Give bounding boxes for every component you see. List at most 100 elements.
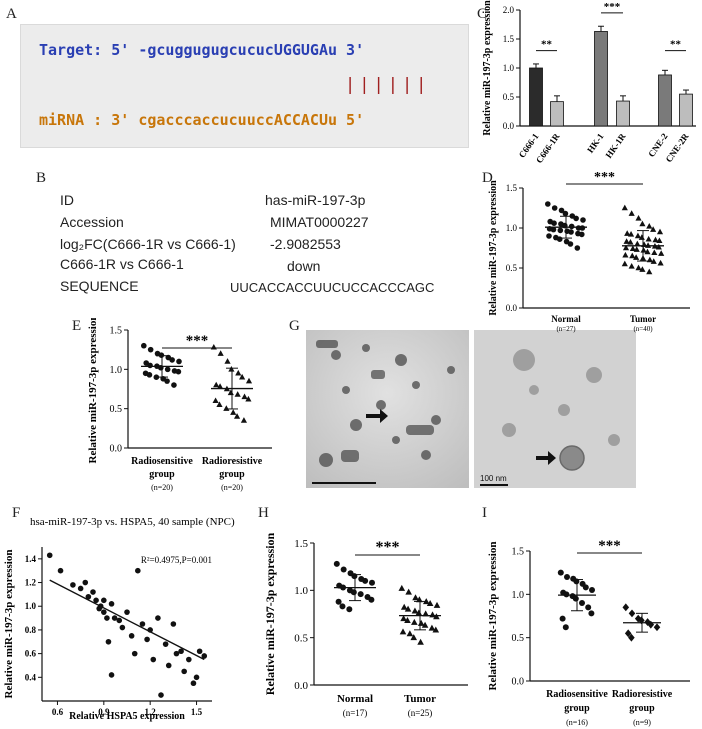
data-point (340, 566, 347, 573)
data-point (216, 383, 224, 389)
row-value: down (287, 258, 321, 274)
y-axis-label: Relative miR-197-3p expression (482, 0, 493, 136)
data-point (639, 220, 646, 227)
data-point (77, 585, 84, 592)
significance-label: ** (670, 39, 682, 51)
tem-left-graphic (306, 330, 469, 488)
y-tick-label: 1.0 (110, 365, 123, 376)
x-count-label: (n=20) (151, 483, 173, 492)
data-point (400, 615, 407, 622)
significance-label: *** (594, 170, 615, 185)
data-point (629, 245, 636, 252)
data-point (634, 232, 642, 239)
data-point (410, 634, 418, 641)
target-line: Target: 5' -gcuggugugcucucUGGUGAu 3' (39, 41, 364, 59)
significance-label: *** (598, 538, 621, 554)
x-tick-label: Radioresistive (612, 689, 673, 700)
data-point (399, 628, 407, 635)
data-point (139, 621, 146, 627)
data-point (621, 260, 628, 267)
chart-title: EXOSOME (576, 505, 644, 509)
data-point (656, 228, 664, 235)
regression-line (49, 579, 205, 661)
scale-bar (312, 482, 376, 484)
data-point (111, 615, 118, 621)
data-point (176, 358, 182, 365)
scale-label-right: 100 nm (480, 474, 507, 483)
data-point (147, 346, 154, 353)
row-value: has-miR-197-3p (265, 192, 366, 208)
data-point (173, 650, 180, 657)
bar (529, 67, 543, 127)
row-value: UUCACCACCUUCUCCACCCAGC (230, 280, 435, 295)
data-point (622, 244, 630, 251)
data-point (568, 223, 575, 230)
data-point (562, 210, 569, 217)
data-point (558, 207, 565, 214)
y-tick-label: 0.5 (503, 92, 515, 102)
data-point (235, 369, 242, 376)
y-tick-label: 1.5 (503, 34, 515, 44)
panel-a-alignment: Target: 5' -gcuggugugcucucUGGUGAu 3' |||… (20, 24, 469, 148)
data-point (657, 259, 664, 266)
data-point (622, 251, 629, 258)
data-point (339, 603, 346, 610)
panel-label-b: B (36, 170, 47, 186)
data-point (141, 342, 147, 349)
x-axis-label: Relative HSPA5 expression (69, 711, 185, 722)
data-point (335, 598, 342, 605)
tem-image-left (306, 330, 469, 488)
chart-title: EXOSOME (355, 505, 428, 509)
data-point (588, 610, 595, 617)
bar (616, 100, 630, 127)
panel-label-f: F (12, 505, 21, 521)
data-point (580, 217, 586, 223)
data-point (233, 413, 241, 419)
y-tick-label: 0.0 (110, 444, 123, 455)
y-axis-label: Relative miR-197-3p expression (487, 542, 499, 691)
data-point (629, 252, 636, 259)
data-point (119, 624, 126, 631)
data-point (398, 584, 406, 591)
x-tick-label: 1.2 (145, 707, 157, 717)
panel-label-g: G (289, 318, 300, 334)
data-point (622, 603, 630, 612)
data-point (546, 233, 552, 239)
data-point (144, 636, 150, 643)
data-point (652, 236, 659, 243)
panel-label-d: D (482, 170, 493, 186)
data-point (405, 588, 412, 595)
data-point (357, 591, 364, 598)
bar (594, 31, 608, 127)
target-end: u (328, 41, 338, 59)
data-point (640, 247, 647, 253)
data-point (645, 235, 652, 242)
x-tick-label: HK-1 (585, 131, 606, 155)
data-point (638, 616, 645, 625)
y-axis-label: Relative miR-197-3p expression (263, 532, 277, 695)
data-point (644, 248, 651, 255)
x-tick-label: Tumor (404, 693, 436, 705)
data-point (568, 229, 574, 235)
data-point (628, 633, 635, 642)
data-point (551, 220, 557, 226)
x-count-label: (n=25) (408, 708, 433, 718)
data-point (646, 223, 653, 229)
y-tick-label: 0.5 (110, 404, 123, 415)
data-point (404, 605, 412, 612)
data-point (369, 579, 375, 586)
data-point (635, 264, 642, 271)
target-prefix: Target: 5' - (39, 41, 148, 59)
data-point (240, 417, 248, 423)
data-point (164, 378, 170, 384)
significance-label: *** (186, 333, 209, 349)
y-tick-label: 1.0 (506, 223, 518, 233)
significance-label: ** (541, 39, 553, 51)
target-suffix: 3' (337, 41, 365, 59)
data-point (400, 603, 408, 610)
y-tick-label: 0.5 (506, 263, 518, 273)
data-point (101, 597, 107, 604)
data-point (196, 648, 203, 655)
data-point (228, 365, 235, 372)
data-point (624, 230, 631, 236)
